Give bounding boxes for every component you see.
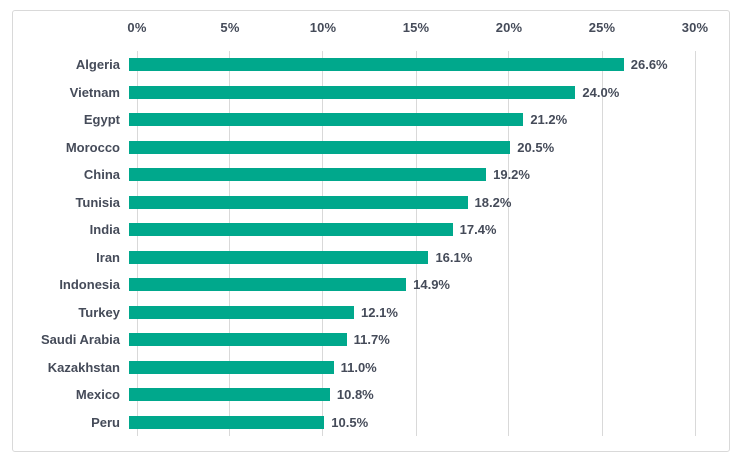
value-label: 26.6% (630, 57, 668, 73)
bar-area: 10.8% (129, 381, 687, 409)
bar-row: China 19.2% (13, 161, 729, 189)
value-label: 11.0% (340, 359, 377, 375)
bar-rows: Algeria 26.6% Vietnam 24.0% Egypt 21.2% Morocc… (13, 51, 729, 436)
bar-row: Vietnam 24.0% (13, 79, 729, 107)
bar-area: 26.6% (129, 51, 687, 79)
x-axis-tick: 25% (588, 20, 616, 35)
category-label: Morocco (65, 139, 120, 155)
category-label: Saudi Arabia (41, 332, 120, 348)
bar (129, 415, 325, 429)
category-label: Vietnam (69, 84, 120, 100)
bar-row: Tunisia 18.2% (13, 189, 729, 217)
bar-area: 11.7% (129, 326, 687, 354)
value-label: 19.2% (493, 167, 530, 183)
value-label: 14.9% (413, 277, 450, 293)
value-label: 16.1% (435, 249, 473, 265)
category-label: Kazakhstan (47, 359, 120, 375)
bar-row: Egypt 21.2% (13, 106, 729, 134)
bar (129, 223, 453, 237)
bar (129, 333, 347, 347)
bar-row: Peru 10.5% (13, 409, 729, 437)
bar-row: Indonesia 14.9% (13, 271, 729, 299)
bar (129, 58, 624, 72)
bar-area: 11.0% (129, 354, 687, 382)
bar-row: Saudi Arabia 11.7% (13, 326, 729, 354)
category-label: Algeria (75, 57, 120, 73)
bar-row: Turkey 12.1% (13, 299, 729, 327)
value-label: 24.0% (582, 84, 620, 100)
bar-row: Algeria 26.6% (13, 51, 729, 79)
gridline (229, 51, 231, 436)
category-label: India (89, 222, 120, 238)
chart-frame: 0% 5% 10% 15% 20% 25% 30% Algeria 26.6% Vietnam 2… (12, 10, 730, 452)
bar (129, 113, 524, 127)
bar-area: 12.1% (129, 299, 687, 327)
bar-area: 24.0% (129, 79, 687, 107)
bar-row: Morocco 20.5% (13, 134, 729, 162)
x-axis-tick: 15% (402, 20, 430, 35)
value-label: 20.5% (517, 139, 555, 155)
bar-area: 10.5% (129, 409, 687, 437)
gridline (694, 51, 696, 436)
x-axis-tick: 30% (681, 20, 709, 35)
bar (129, 168, 487, 182)
value-label: 17.4% (459, 222, 497, 238)
bar-row: Mexico 10.8% (13, 381, 729, 409)
bar (129, 250, 429, 264)
bar (129, 278, 407, 292)
category-label: Turkey (78, 304, 120, 320)
category-label: Peru (91, 414, 120, 430)
value-label: 21.2% (530, 112, 568, 128)
x-axis-tick: 0% (127, 20, 147, 35)
value-label: 18.2% (474, 194, 512, 210)
category-label: Indonesia (59, 277, 120, 293)
bar-area: 20.5% (129, 134, 687, 162)
bar (129, 195, 468, 209)
gridline (508, 51, 510, 436)
bar-area: 14.9% (129, 271, 687, 299)
bar-area: 16.1% (129, 244, 687, 272)
value-label: 11.7% (353, 332, 390, 348)
plot-area (136, 51, 696, 436)
value-label: 10.5% (331, 414, 369, 430)
bar (129, 360, 334, 374)
gridline (322, 51, 324, 436)
category-label: Iran (96, 249, 120, 265)
bar-area: 21.2% (129, 106, 687, 134)
bar-row: India 17.4% (13, 216, 729, 244)
x-axis-tick: 5% (220, 20, 240, 35)
x-axis-tick: 20% (495, 20, 523, 35)
value-label: 10.8% (336, 387, 374, 403)
category-label: China (83, 167, 120, 183)
bar-area: 17.4% (129, 216, 687, 244)
bar (129, 305, 355, 319)
bar-area: 19.2% (129, 161, 687, 189)
category-label: Egypt (83, 112, 120, 128)
bar (129, 140, 511, 154)
category-label: Tunisia (75, 194, 120, 210)
bar (129, 85, 576, 99)
x-axis: 0% 5% 10% 15% 20% 25% 30% (127, 20, 708, 42)
category-label: Mexico (75, 387, 120, 403)
gridline (601, 51, 603, 436)
bar-row: Iran 16.1% (13, 244, 729, 272)
bar-area: 18.2% (129, 189, 687, 217)
gridline (415, 51, 417, 436)
value-label: 12.1% (361, 304, 398, 320)
bar-row: Kazakhstan 11.0% (13, 354, 729, 382)
gridline (136, 51, 138, 436)
bar (129, 388, 330, 402)
x-axis-tick: 10% (309, 20, 337, 35)
